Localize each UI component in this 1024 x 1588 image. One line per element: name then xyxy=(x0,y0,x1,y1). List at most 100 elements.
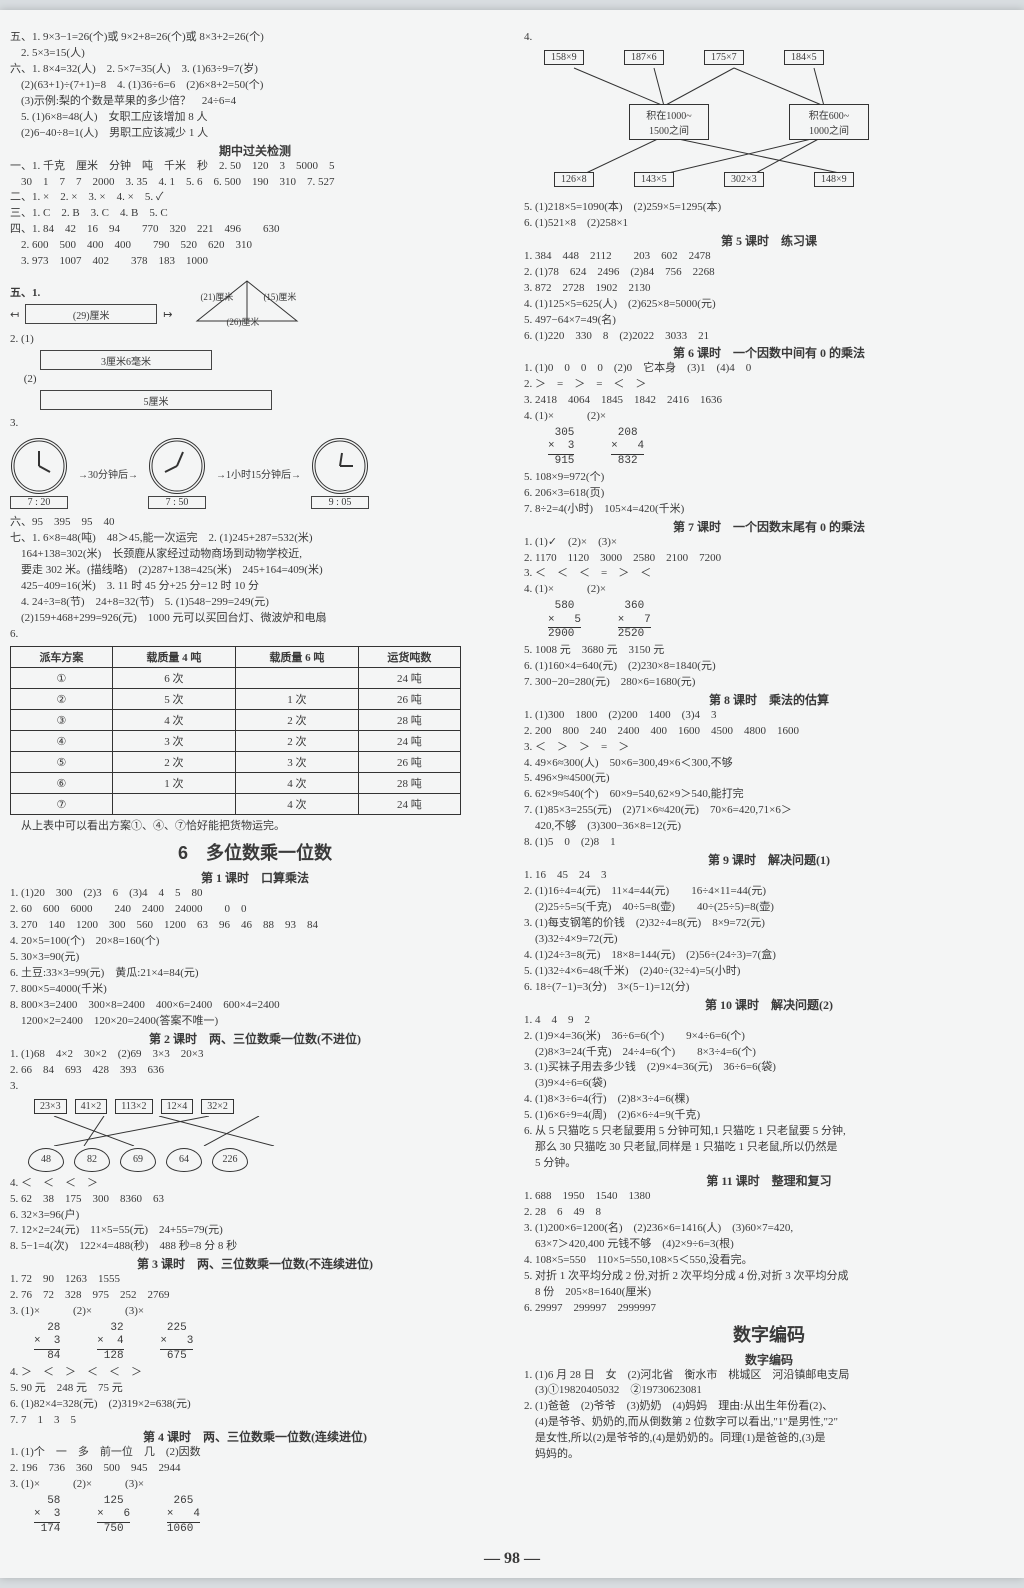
text-line: 2. 200 800 240 2400 400 1600 4500 4800 1… xyxy=(524,724,1014,740)
left-column: 五、1. 9×3−1=26(个)或 9×2+8=26(个)或 8×3+2=26(… xyxy=(10,30,500,1538)
text-line: 2. (1)16÷4=4(元) 11×4=44(元) 16÷4×11=44(元) xyxy=(524,884,1014,900)
text-line: (2)25÷5=5(千克) 40÷5=8(壶) 40÷(25÷5)=8(壶) xyxy=(524,900,1014,916)
text-line: 7. 300−20=280(元) 280×6=1680(元) xyxy=(524,675,1014,691)
table-row: ⑤2 次3 次26 吨 xyxy=(11,752,461,773)
lesson-4-title: 第 4 课时 两、三位数乘一位数(连续进位) xyxy=(10,1428,500,1445)
table-cell: 2 次 xyxy=(235,710,358,731)
text-line: 2. ＞ = ＞ = ＜ ＞ xyxy=(524,377,1014,393)
text-line: 6. 从 5 只猫吃 5 只老鼠要用 5 分钟可知,1 只猫吃 1 只老鼠要 5… xyxy=(524,1124,1014,1140)
right-column: 4. 158×9 187×6 175×7 184×5 积在1000~15 xyxy=(524,30,1014,1538)
lesson-1-title: 第 1 课时 口算乘法 xyxy=(10,869,500,886)
text-line: 六、1. 8×4=32(人) 2. 5×7=35(人) 3. (1)63÷9=7… xyxy=(10,62,500,78)
text-line: 5. 62 38 175 300 8360 63 xyxy=(10,1192,500,1208)
vertical-mult-b: 208 × 4 832 xyxy=(611,427,644,468)
table-row: ⑥1 次4 次28 吨 xyxy=(11,773,461,794)
text-line: 3. 270 140 1200 300 560 1200 63 96 46 88… xyxy=(10,918,500,934)
text-line: 425−409=16(米) 3. 11 时 45 分+25 分=12 时 10 … xyxy=(10,579,500,595)
table-cell: 5 次 xyxy=(112,689,235,710)
text-line: 5. 496×9≈4500(元) xyxy=(524,771,1014,787)
text-line: 2. 76 72 328 975 252 2769 xyxy=(10,1288,500,1304)
text-line: 4. (1)125×5=625(人) (2)625×8=5000(元) xyxy=(524,297,1014,313)
lesson-10-title: 第 10 课时 解决问题(2) xyxy=(524,996,1014,1013)
table-cell: 3 次 xyxy=(112,731,235,752)
text-line: 5. 497−64×7=49(名) xyxy=(524,313,1014,329)
text-line: 5. (1)6×6÷9=4(周) (2)6×6÷4=9(千克) xyxy=(524,1108,1014,1124)
text-line: 1. (1)✓ (2)× (3)× xyxy=(524,535,1014,551)
text-line: 5. (1)218×5=1090(本) (2)259×5=1295(本) xyxy=(524,200,1014,216)
text-line: 7. 7 1 3 5 xyxy=(10,1413,500,1429)
table-cell: ② xyxy=(11,689,113,710)
table-cell: ⑤ xyxy=(11,752,113,773)
measure-36mm: 3厘米6毫米 xyxy=(40,350,212,370)
text-line: 4. ＜ ＜ ＜ ＞ xyxy=(10,1176,500,1192)
text-line: 3. 2418 4064 1845 1842 2416 1636 xyxy=(524,393,1014,409)
text-line: 7. 800×5=4000(千米) xyxy=(10,982,500,998)
clock-1-time: 7 : 20 xyxy=(10,496,68,509)
table-cell: 2 次 xyxy=(235,731,358,752)
segment-29: (29)厘米 xyxy=(25,304,157,324)
match-box: 41×2 xyxy=(75,1099,108,1114)
text-line: 4. 49×6≈300(人) 50×6=300,49×6＜300,不够 xyxy=(524,756,1014,772)
text-line: 3. ＜ ＞ ＞ = ＞ xyxy=(524,740,1014,756)
table-row: ⑦4 次24 吨 xyxy=(11,794,461,815)
lesson-11-title: 第 11 课时 整理和复习 xyxy=(524,1172,1014,1189)
text-line: 1. (1)0 0 0 0 (2)0 它本身 (3)1 (4)4 0 xyxy=(524,361,1014,377)
vertical-mult-4: 58 × 3 174 xyxy=(34,1495,60,1536)
text-line: (4)是爷爷、奶奶的,而从倒数第 2 位数字可以看出,"1"是男性,"2" xyxy=(524,1415,1014,1431)
arrow-label-2: →1小时15分钟后→ xyxy=(216,466,301,481)
text-line: 七、1. 6×8=48(吨) 48＞45,能一次运完 2. (1)245+287… xyxy=(10,531,500,547)
numcode-subtitle: 数字编码 xyxy=(524,1351,1014,1368)
text-line: (3)示例:梨的个数是苹果的多少倍？ 24÷6=4 xyxy=(10,94,500,110)
lesson-6-title: 第 6 课时 一个因数中间有 0 的乘法 xyxy=(524,344,1014,361)
table-cell: ① xyxy=(11,668,113,689)
numcode-title: 数字编码 xyxy=(524,1321,1014,1347)
net-top-box: 175×7 xyxy=(704,50,744,65)
table-row: ④3 次2 次24 吨 xyxy=(11,731,461,752)
net-bot-box: 302×3 xyxy=(724,172,764,187)
vertical-mult-2: 32 × 4 128 xyxy=(97,1322,123,1363)
text-line: 6. 18÷(7−1)=3(分) 3×(5−1)=12(分) xyxy=(524,980,1014,996)
q5-2-diagram: 2. (1) 3厘米6毫米 (2) 5厘米 xyxy=(10,332,500,410)
text-line: 6. (1)160×4=640(元) (2)230×8=1840(元) xyxy=(524,659,1014,675)
text-line: 7. 12×2=24(元) 11×5=55(元) 24+55=79(元) xyxy=(10,1223,500,1239)
text-line: (2)(63+1)÷(7+1)=8 4. (1)36÷6=6 (2)6×8+2=… xyxy=(10,78,500,94)
tri-side-c: (15)厘米 xyxy=(263,290,296,303)
table-cell: 2 次 xyxy=(112,752,235,773)
text-line: 要走 302 米。(描线略) (2)287+138=425(米) 245+164… xyxy=(10,563,500,579)
text-line: 30 1 7 7 2000 3. 35 4. 1 5. 6 6. 500 190… xyxy=(10,175,500,191)
text-line: 5. 1008 元 3680 元 3150 元 xyxy=(524,643,1014,659)
match-lines xyxy=(34,1116,500,1146)
text-line: 6. 29997 299997 2999997 xyxy=(524,1301,1014,1317)
th: 载质量 6 吨 xyxy=(235,647,358,668)
match-box: 113×2 xyxy=(115,1099,152,1114)
match-top-row: 23×3 41×2 113×2 12×4 32×2 xyxy=(34,1099,500,1114)
lesson-2-title: 第 2 课时 两、三位数乘一位数(不进位) xyxy=(10,1030,500,1047)
match-box: 23×3 xyxy=(34,1099,67,1114)
text-line: 5. (1)32÷4×6=48(千米) (2)40÷(32÷4)=5(小时) xyxy=(524,964,1014,980)
text-line: 2. 5×3=15(人) xyxy=(10,46,500,62)
lace-box: 69 xyxy=(120,1148,156,1172)
lace-box: 48 xyxy=(28,1148,64,1172)
text-line: 2. (1)9×4=36(米) 36÷6=6(个) 9×4÷6=6(个) xyxy=(524,1029,1014,1045)
text-line: 2. 1170 1120 3000 2580 2100 7200 xyxy=(524,551,1014,567)
text-line: 1. (1)6 月 28 日 女 (2)河北省 衡水市 桃城区 河沿镇邮电支局 xyxy=(524,1368,1014,1384)
text-line: 5 分钟。 xyxy=(524,1156,1014,1172)
table-cell: 24 吨 xyxy=(358,731,460,752)
text-line: 6. 62×9≈540(个) 60×9=540,62×9＞540,能打完 xyxy=(524,787,1014,803)
tri-side-b: (21)厘米 xyxy=(200,290,233,303)
text-line: 1. (1)300 1800 (2)200 1400 (3)4 3 xyxy=(524,708,1014,724)
tri-base: (26)厘米 xyxy=(226,315,259,328)
text-line: 四、1. 84 42 16 94 770 320 221 496 630 xyxy=(10,222,500,238)
table-cell: 4 次 xyxy=(112,710,235,731)
clock-2 xyxy=(149,438,205,494)
match-box: 32×2 xyxy=(201,1099,234,1114)
text-line: (2)6−40÷8=1(人) 男职工应该减少 1 人 xyxy=(10,126,500,142)
table-row: ①6 次24 吨 xyxy=(11,668,461,689)
net-top-box: 187×6 xyxy=(624,50,664,65)
text-line: 6. (1)521×8 (2)258×1 xyxy=(524,216,1014,232)
text-line: 4. 108×5=550 110×5=550,108×5＜550,没看完。 xyxy=(524,1253,1014,1269)
vertical-mult-a: 305 × 3 915 xyxy=(548,427,574,468)
text-line: 1. 688 1950 1540 1380 xyxy=(524,1189,1014,1205)
vertical-mult-5: 125 × 6 750 xyxy=(97,1495,130,1536)
text-line: 二、1. × 2. × 3. × 4. × 5. ✓ xyxy=(10,190,500,206)
